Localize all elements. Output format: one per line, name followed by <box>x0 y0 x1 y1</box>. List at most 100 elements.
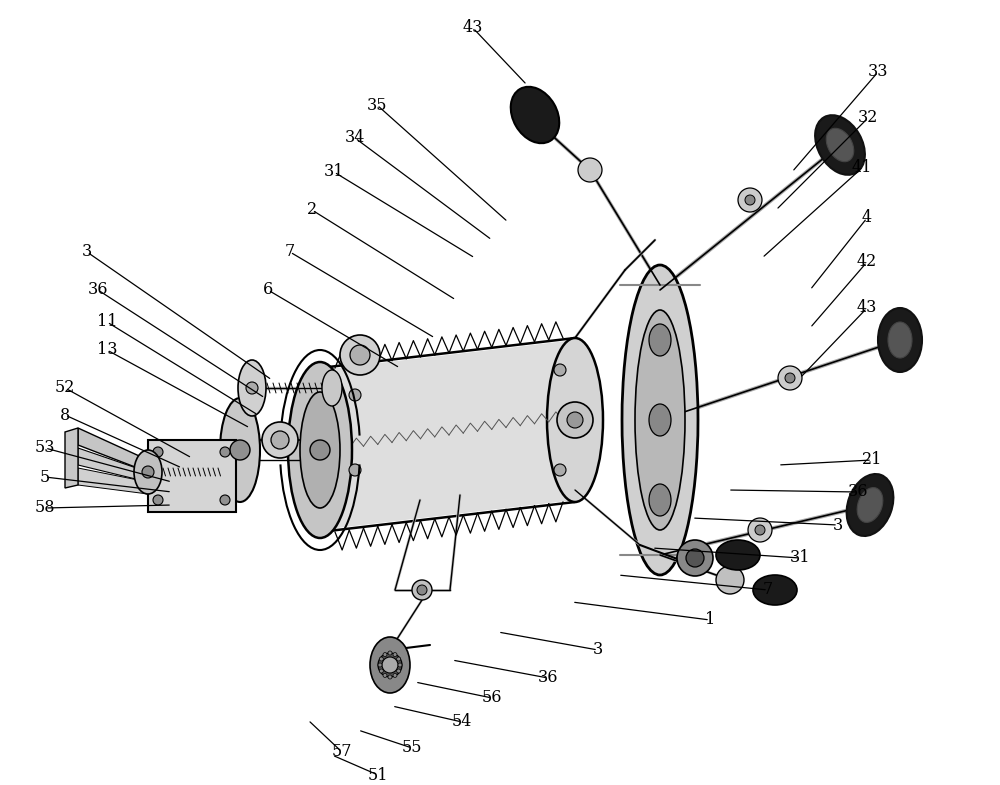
Text: 35: 35 <box>367 97 387 114</box>
Circle shape <box>340 335 380 375</box>
Ellipse shape <box>547 338 603 502</box>
Ellipse shape <box>649 484 671 516</box>
Text: 3: 3 <box>82 243 92 261</box>
Polygon shape <box>65 428 78 488</box>
Text: 43: 43 <box>463 20 483 36</box>
Circle shape <box>220 447 230 457</box>
Text: 7: 7 <box>763 582 773 598</box>
Circle shape <box>412 580 432 600</box>
Ellipse shape <box>878 308 922 372</box>
Ellipse shape <box>322 370 342 406</box>
Circle shape <box>567 412 583 428</box>
Circle shape <box>349 389 361 401</box>
Circle shape <box>383 652 387 656</box>
Text: 36: 36 <box>848 484 868 501</box>
Bar <box>148 440 236 512</box>
Circle shape <box>388 651 392 655</box>
Ellipse shape <box>716 540 760 570</box>
Ellipse shape <box>370 637 410 693</box>
Ellipse shape <box>220 398 260 502</box>
Circle shape <box>716 566 744 594</box>
Text: 43: 43 <box>857 300 877 316</box>
Text: 52: 52 <box>55 379 75 396</box>
Circle shape <box>398 663 402 667</box>
Ellipse shape <box>134 450 162 494</box>
Ellipse shape <box>288 362 352 538</box>
Ellipse shape <box>622 265 698 575</box>
Text: 54: 54 <box>452 714 472 731</box>
Text: 51: 51 <box>368 766 388 783</box>
Circle shape <box>262 422 298 458</box>
Text: 4: 4 <box>862 210 872 227</box>
Text: 11: 11 <box>97 313 117 330</box>
Text: 31: 31 <box>324 163 344 181</box>
Text: 57: 57 <box>332 743 352 761</box>
Ellipse shape <box>649 324 671 356</box>
Circle shape <box>677 540 713 576</box>
Circle shape <box>388 675 392 679</box>
Circle shape <box>220 495 230 505</box>
Circle shape <box>557 402 593 438</box>
Circle shape <box>748 518 772 542</box>
Circle shape <box>230 440 250 460</box>
Circle shape <box>383 674 387 677</box>
Circle shape <box>554 464 566 476</box>
Text: 55: 55 <box>402 739 422 757</box>
Circle shape <box>310 440 330 460</box>
Text: 42: 42 <box>857 254 877 271</box>
Circle shape <box>349 464 361 476</box>
Ellipse shape <box>888 322 912 358</box>
Text: 53: 53 <box>35 440 55 457</box>
Circle shape <box>153 495 163 505</box>
Polygon shape <box>78 428 148 472</box>
Circle shape <box>350 345 370 365</box>
Circle shape <box>142 466 154 478</box>
Text: 3: 3 <box>833 517 843 534</box>
Text: 41: 41 <box>852 159 872 177</box>
Circle shape <box>246 382 258 394</box>
Circle shape <box>738 188 762 212</box>
Circle shape <box>153 447 163 457</box>
Circle shape <box>378 663 382 667</box>
Text: 31: 31 <box>790 550 810 567</box>
Ellipse shape <box>292 368 348 532</box>
Text: 5: 5 <box>40 469 50 485</box>
Circle shape <box>554 364 566 376</box>
Ellipse shape <box>826 128 854 162</box>
Ellipse shape <box>635 310 685 530</box>
Circle shape <box>271 431 289 449</box>
Circle shape <box>378 653 402 677</box>
Circle shape <box>417 585 427 595</box>
Ellipse shape <box>302 395 338 505</box>
Text: 8: 8 <box>60 407 70 423</box>
Text: 13: 13 <box>97 341 117 359</box>
Ellipse shape <box>815 115 865 175</box>
Ellipse shape <box>511 87 559 143</box>
Circle shape <box>379 669 383 673</box>
Circle shape <box>745 195 755 205</box>
Circle shape <box>397 669 401 673</box>
Ellipse shape <box>753 575 797 605</box>
Polygon shape <box>78 448 148 482</box>
Text: 6: 6 <box>263 282 273 298</box>
Text: 33: 33 <box>868 64 888 81</box>
Circle shape <box>379 657 383 661</box>
Text: 3: 3 <box>593 641 603 659</box>
Ellipse shape <box>300 392 340 508</box>
Circle shape <box>393 674 397 677</box>
Text: 58: 58 <box>35 499 55 517</box>
Circle shape <box>755 525 765 535</box>
Ellipse shape <box>857 487 883 522</box>
Text: 2: 2 <box>307 202 317 218</box>
Circle shape <box>397 657 401 661</box>
Circle shape <box>778 366 802 390</box>
Text: 21: 21 <box>862 451 882 469</box>
Text: 36: 36 <box>88 282 108 298</box>
Ellipse shape <box>847 474 893 536</box>
Polygon shape <box>320 340 575 530</box>
Text: 7: 7 <box>285 243 295 261</box>
Circle shape <box>785 373 795 383</box>
Text: 36: 36 <box>538 670 558 687</box>
Text: 1: 1 <box>705 612 715 629</box>
Ellipse shape <box>238 360 266 416</box>
